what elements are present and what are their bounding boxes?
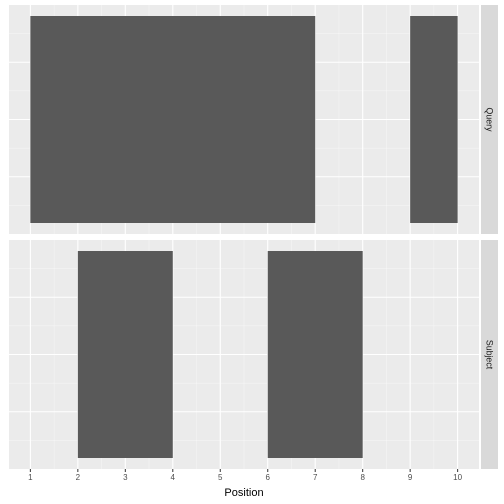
bar-subject-1: [77, 251, 173, 458]
x-axis: 1 2 3 4 5 6 7 8 9 10: [28, 469, 463, 482]
x-tick-label: 8: [360, 473, 365, 482]
x-tick-label: 6: [266, 473, 271, 482]
x-tick-label: 4: [171, 473, 176, 482]
panel-query: Query: [9, 5, 498, 234]
x-axis-title: Position: [224, 487, 263, 499]
panel-subject: Subject: [9, 240, 498, 469]
x-tick-label: 10: [453, 473, 462, 482]
bar-subject-2: [267, 251, 363, 458]
bar-query-2: [410, 16, 458, 223]
facet-strip: [481, 240, 498, 469]
facet-label-subject: Subject: [485, 340, 495, 370]
x-tick-label: 5: [218, 473, 223, 482]
x-tick-label: 7: [313, 473, 318, 482]
x-tick-label: 9: [408, 473, 413, 482]
panels-layer: Query Subject: [9, 5, 498, 469]
x-tick-label: 3: [123, 473, 128, 482]
facet-strip: [481, 5, 498, 234]
bar-query-1: [30, 16, 316, 223]
x-tick-label: 2: [76, 473, 81, 482]
facet-label-query: Query: [485, 108, 495, 133]
x-tick-label: 1: [28, 473, 33, 482]
